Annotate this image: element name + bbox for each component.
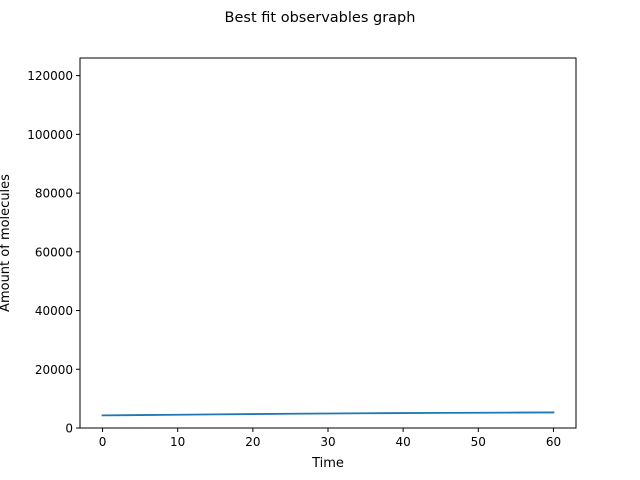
x-tick-label: 50 (471, 435, 486, 449)
y-tick-label: 120000 (27, 69, 73, 83)
plot-area: 0 10 20 30 40 50 60 0 20000 40000 60000 80000 100000… (27, 69, 561, 449)
x-tick-label: 10 (170, 435, 185, 449)
y-axis-label: Amount of molecules (0, 174, 13, 312)
y-tick-label: 0 (65, 422, 73, 436)
y-tick-label: 20000 (35, 363, 73, 377)
y-tick-label: 80000 (35, 187, 73, 201)
y-tick-label: 100000 (27, 128, 73, 142)
y-tick-label: 40000 (35, 304, 73, 318)
series-line (101, 411, 555, 417)
x-tick-label: 0 (99, 435, 107, 449)
axes-frame (79, 57, 577, 429)
chart-title: Best fit observables graph (225, 10, 416, 26)
x-axis-label: Time (311, 456, 344, 471)
x-tick-label: 60 (546, 435, 561, 449)
y-tick-label: 60000 (35, 245, 73, 259)
x-tick-label: 20 (245, 435, 260, 449)
x-tick-label: 40 (396, 435, 411, 449)
x-tick-label: 30 (320, 435, 335, 449)
